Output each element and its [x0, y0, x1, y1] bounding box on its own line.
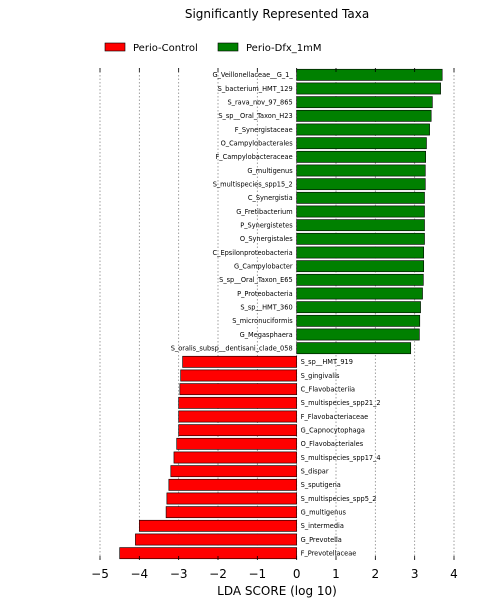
x-tick-label: −3 — [170, 567, 188, 581]
chart-title: Significantly Represented Taxa — [185, 7, 369, 21]
x-tick-label: 2 — [372, 567, 380, 581]
bar-perio-dfx — [296, 246, 425, 259]
legend-swatch-perio-control — [104, 42, 126, 52]
bar-label: S_sp__HMT_360 — [240, 304, 292, 312]
bar-label: G_Capnocytophaga — [301, 427, 365, 435]
bar-labels: G_Veillonellaceae__G_1_ S_bacterium_HMT_1… — [171, 71, 381, 557]
legend-label-perio-dfx: Perio-Dfx_1mM — [246, 43, 322, 54]
bar-label: C_Epsilonproteobacteria — [213, 249, 293, 257]
bar-label: O_Synergistales — [240, 235, 293, 243]
bar-perio-dfx — [296, 82, 441, 95]
x-tick-label: −4 — [130, 567, 148, 581]
x-tick-label: 3 — [411, 567, 419, 581]
bar-label: S_gingivalis — [301, 372, 340, 380]
bar-perio-control — [166, 492, 297, 505]
bar-perio-dfx — [296, 191, 425, 204]
x-tick-label: −1 — [248, 567, 266, 581]
bar-label: G_multigenus — [301, 509, 347, 517]
x-tick-label: 4 — [450, 567, 458, 581]
x-tick-label: 1 — [332, 567, 340, 581]
bar-label: S_multispecies_spp15_2 — [213, 181, 293, 189]
bar-label: F_Prevotellaceae — [301, 550, 357, 558]
bar-perio-control — [182, 355, 297, 368]
bar-perio-control — [173, 451, 297, 464]
bar-perio-dfx — [296, 301, 421, 314]
bar-label: O_Flavobacteriales — [301, 440, 364, 448]
bar-label: S_multispecies_spp17_4 — [301, 454, 381, 462]
bar-label: F_Flavobacteriaceae — [301, 413, 369, 421]
legend-swatch-perio-dfx — [217, 42, 239, 52]
legend-label-perio-control: Perio-Control — [133, 43, 198, 54]
bar-label: S_intermedia — [301, 522, 344, 530]
bar-label: F_Synergistaceae — [235, 126, 293, 134]
bar-perio-control — [178, 410, 297, 423]
bar-perio-control — [168, 478, 297, 491]
bar-perio-dfx — [296, 342, 412, 355]
bar-label: S_dispar — [301, 468, 329, 476]
bar-label: C_Flavobacteriia — [301, 386, 355, 394]
x-tick-label: −2 — [209, 567, 227, 581]
bar-label: S_sp__Oral_Taxon_E65 — [219, 276, 293, 284]
bar-label: O_Campylobacterales — [221, 140, 294, 148]
bar-label: S_sp__Oral_Taxon_H23 — [218, 112, 292, 120]
bar-perio-dfx — [296, 287, 423, 300]
x-ticks: −5 −4 −3 −2 −1 0 1 2 3 4 — [91, 68, 458, 581]
bar-perio-dfx — [296, 137, 427, 150]
bar-label: S_sp__HMT_919 — [301, 358, 353, 366]
bar-perio-control — [165, 506, 297, 519]
bar-label: S_multispecies_spp21_2 — [301, 399, 381, 407]
bar-perio-dfx — [296, 314, 421, 327]
bar-perio-dfx — [296, 232, 425, 245]
bar-perio-control — [180, 369, 297, 382]
x-axis-label: LDA SCORE (log 10) — [217, 584, 337, 598]
legend: Perio-Control Perio-Dfx_1mM — [104, 42, 322, 54]
bar-label: F_Campylobacteraceae — [216, 153, 293, 161]
bar-perio-dfx — [296, 260, 425, 273]
bar-label: S_bacterium_HMT_129 — [218, 85, 293, 93]
bar-perio-control — [119, 547, 297, 560]
bar-perio-dfx — [296, 205, 425, 218]
bar-perio-dfx — [296, 68, 443, 81]
bar-label: S_micronuciformis — [232, 317, 293, 325]
bar-perio-dfx — [296, 219, 425, 232]
bar-label: P_Synergistetes — [240, 222, 293, 230]
bar-label: C_Synergistia — [248, 194, 293, 202]
bar-perio-dfx — [296, 150, 426, 163]
bar-perio-dfx — [296, 328, 420, 341]
grid-lines — [99, 68, 455, 560]
bar-perio-control — [139, 519, 297, 532]
bar-perio-dfx — [296, 164, 426, 177]
bar-perio-dfx — [296, 123, 430, 136]
bar-perio-control — [179, 383, 297, 396]
bar-perio-dfx — [296, 273, 424, 286]
bar-label: G_multigenus — [247, 167, 293, 175]
bar-label: S_multispecies_spp5_2 — [301, 495, 377, 503]
bar-label: G_Fretibacterium — [236, 208, 292, 216]
bar-perio-dfx — [296, 96, 433, 109]
x-tick-label: −5 — [91, 567, 109, 581]
bar-label: G_Campylobacter — [234, 263, 293, 271]
bar-label: S_oralis_subsp__dentisani_clade_058 — [171, 345, 293, 353]
bar-label: G_Veillonellaceae__G_1_ — [212, 71, 293, 79]
bar-perio-dfx — [296, 109, 432, 122]
bar-label: P_Proteobacteria — [237, 290, 293, 298]
bar-label: S_sputigena — [301, 481, 341, 489]
x-tick-label: 0 — [293, 567, 301, 581]
bar-label: G_Prevotella — [301, 536, 342, 544]
bar-label: G_Megasphaera — [240, 331, 293, 339]
bar-perio-control — [135, 533, 297, 546]
bar-perio-control — [170, 465, 297, 478]
bar-perio-control — [178, 396, 297, 409]
bar-perio-dfx — [296, 178, 426, 191]
bars — [119, 68, 443, 560]
bar-label: S_rava_nov_97_865 — [227, 99, 292, 107]
bar-perio-control — [178, 424, 297, 437]
bar-perio-control — [176, 437, 297, 450]
